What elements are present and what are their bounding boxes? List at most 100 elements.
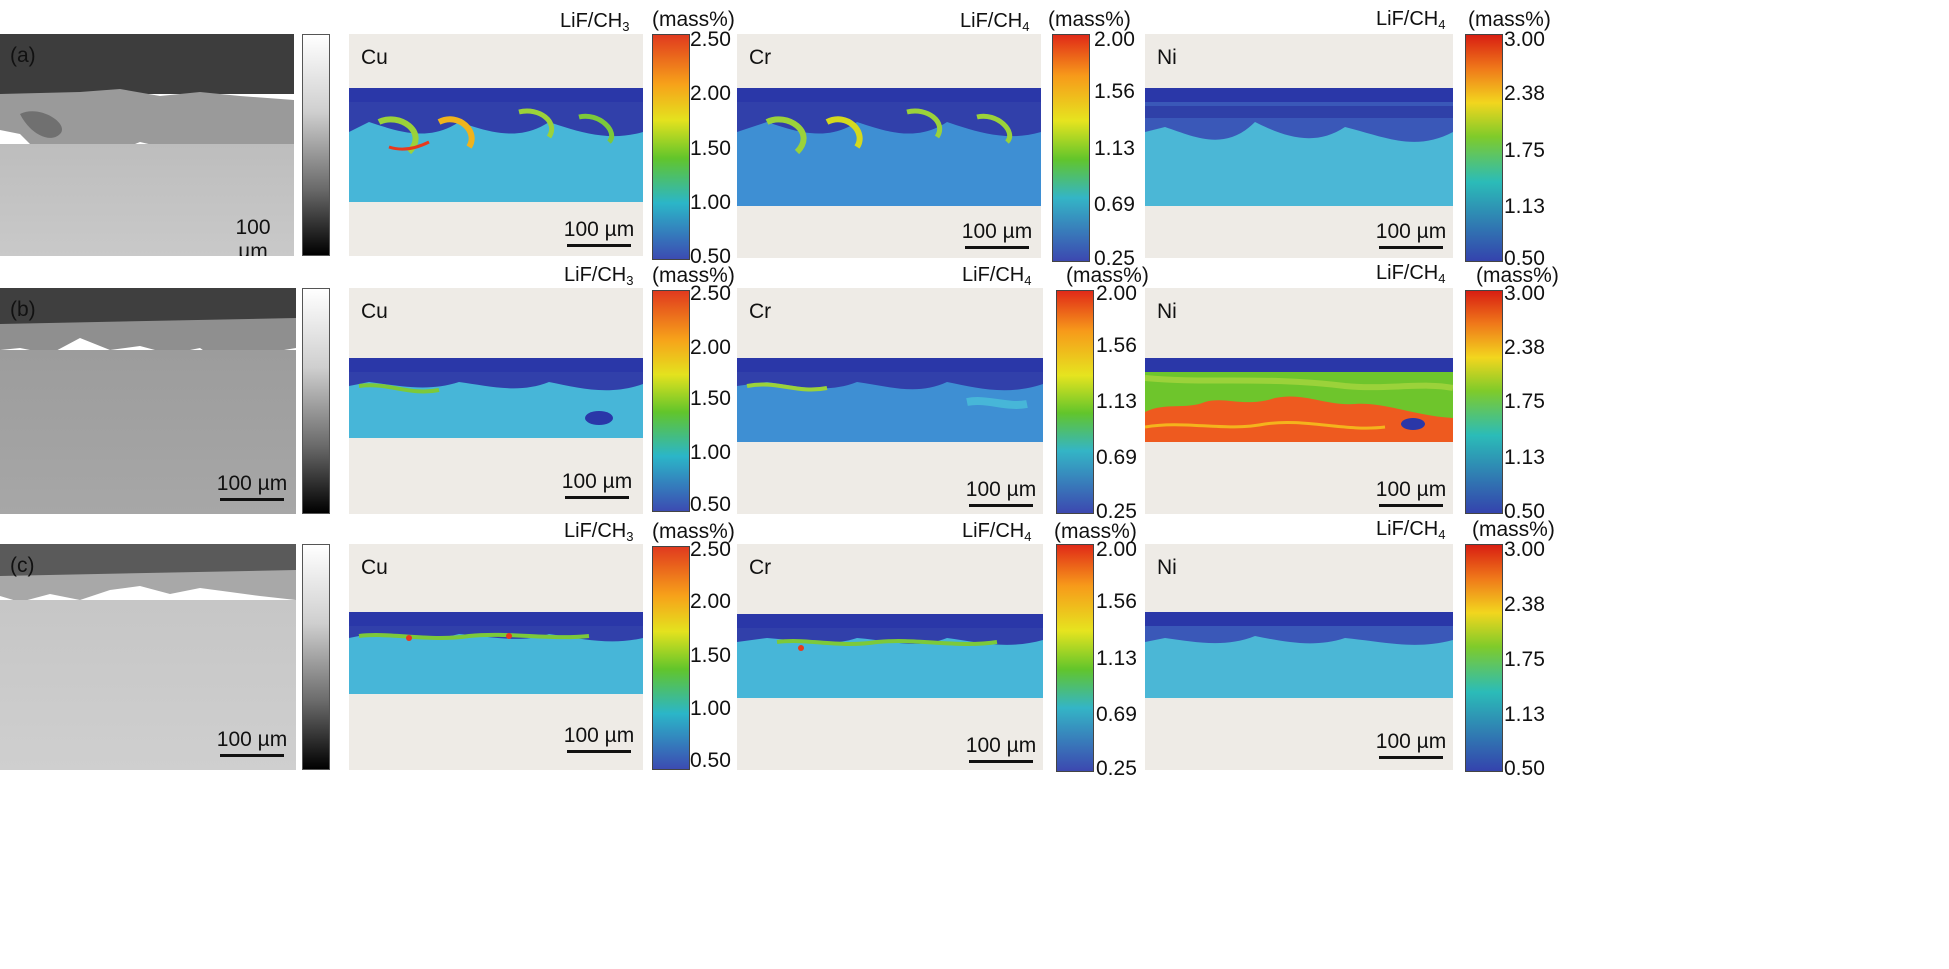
scale-tick: 0.25 bbox=[1094, 247, 1135, 270]
panel-label: (b) bbox=[10, 298, 36, 321]
crystal-label: LiF/CH3 bbox=[564, 520, 634, 544]
scale-tick: 1.13 bbox=[1094, 137, 1135, 160]
scale-tick: 1.13 bbox=[1504, 446, 1545, 469]
scale-bar: 100 µm bbox=[963, 734, 1039, 763]
color-scale-bar bbox=[652, 290, 690, 512]
scale-tick: 2.50 bbox=[690, 538, 731, 561]
scale-tick: 1.13 bbox=[1096, 647, 1137, 670]
scale-tick: 1.56 bbox=[1096, 334, 1137, 357]
element-label: Cr bbox=[749, 300, 772, 323]
color-scale-bar bbox=[1056, 290, 1094, 514]
unit-label: (mass%) bbox=[1472, 518, 1555, 541]
ni-map: Ni 100 µm bbox=[1145, 544, 1453, 770]
scale-tick: 0.50 bbox=[1504, 247, 1545, 270]
cu-map: Cu 100 µm bbox=[349, 34, 643, 256]
scale-tick: 1.56 bbox=[1094, 80, 1135, 103]
scale-tick: 0.69 bbox=[1096, 446, 1137, 469]
scale-tick: 1.50 bbox=[690, 644, 731, 667]
element-label: Ni bbox=[1157, 46, 1177, 69]
color-scale-bar bbox=[1465, 34, 1503, 262]
scale-tick: 0.25 bbox=[1096, 757, 1137, 780]
scale-tick: 2.50 bbox=[690, 28, 731, 51]
element-label: Ni bbox=[1157, 300, 1177, 323]
crystal-label: LiF/CH3 bbox=[560, 10, 630, 34]
element-label: Cr bbox=[749, 556, 772, 579]
crystal-label: LiF/CH4 bbox=[1376, 262, 1446, 286]
crystal-label: LiF/CH4 bbox=[960, 10, 1030, 34]
sem-image: 100 µm bbox=[0, 34, 294, 256]
scale-tick: 1.50 bbox=[690, 137, 731, 160]
color-scale-bar bbox=[1465, 544, 1503, 772]
crystal-label: LiF/CH3 bbox=[564, 264, 634, 288]
cu-map: Cu 100 µm bbox=[349, 544, 643, 770]
crystal-label: LiF/CH4 bbox=[1376, 8, 1446, 32]
scale-tick: 1.75 bbox=[1504, 648, 1545, 671]
crystal-label: LiF/CH4 bbox=[962, 520, 1032, 544]
grayscale-bar bbox=[302, 544, 330, 770]
element-label: Cu bbox=[361, 300, 388, 323]
color-scale-bar bbox=[652, 34, 690, 260]
sem-image: 100 µm bbox=[0, 288, 296, 514]
color-scale-bar bbox=[652, 546, 690, 770]
scale-tick: 1.13 bbox=[1504, 703, 1545, 726]
unit-label: (mass%) bbox=[652, 520, 735, 543]
scale-bar: 100 µm bbox=[561, 218, 637, 247]
element-label: Cu bbox=[361, 556, 388, 579]
color-scale-bar bbox=[1056, 544, 1094, 772]
color-scale-bar bbox=[1465, 290, 1503, 514]
scale-tick: 0.50 bbox=[690, 749, 731, 772]
scale-tick: 2.38 bbox=[1504, 593, 1545, 616]
ni-map: Ni 100 µm bbox=[1145, 34, 1453, 258]
cr-map: Cr 100 µm bbox=[737, 34, 1041, 258]
scale-tick: 1.00 bbox=[690, 191, 731, 214]
scale-tick: 0.50 bbox=[690, 245, 731, 268]
scale-bar: 100 µm bbox=[559, 470, 635, 499]
panel-label: (c) bbox=[10, 554, 35, 577]
scale-bar: 100 µm bbox=[1373, 220, 1449, 249]
scale-tick: 0.50 bbox=[1504, 757, 1545, 780]
scale-tick: 2.00 bbox=[690, 590, 731, 613]
unit-label: (mass%) bbox=[1048, 8, 1131, 31]
color-scale-bar bbox=[1052, 34, 1090, 262]
scale-bar: 100 µm bbox=[218, 216, 288, 256]
scale-tick: 2.50 bbox=[690, 282, 731, 305]
scale-tick: 2.00 bbox=[1096, 282, 1137, 305]
scale-tick: 1.13 bbox=[1096, 390, 1137, 413]
panel-label: (a) bbox=[10, 44, 36, 67]
crystal-label: LiF/CH4 bbox=[962, 264, 1032, 288]
scale-tick: 3.00 bbox=[1504, 28, 1545, 51]
scale-tick: 2.00 bbox=[1094, 28, 1135, 51]
grayscale-bar bbox=[302, 34, 330, 256]
scale-bar: 100 µm bbox=[1373, 478, 1449, 507]
crystal-label: LiF/CH4 bbox=[1376, 518, 1446, 542]
cu-map: Cu 100 µm bbox=[349, 288, 643, 514]
scale-tick: 2.38 bbox=[1504, 336, 1545, 359]
scale-tick: 3.00 bbox=[1504, 282, 1545, 305]
scale-tick: 3.00 bbox=[1504, 538, 1545, 561]
scale-tick: 0.50 bbox=[1504, 500, 1545, 523]
grayscale-bar bbox=[302, 288, 330, 514]
element-label: Cr bbox=[749, 46, 772, 69]
scale-bar: 100 µm bbox=[216, 472, 288, 501]
scale-bar: 100 µm bbox=[216, 728, 288, 757]
cr-map: Cr 100 µm bbox=[737, 288, 1043, 514]
scale-bar: 100 µm bbox=[959, 220, 1035, 249]
unit-label: (mass%) bbox=[652, 8, 735, 31]
scale-tick: 1.75 bbox=[1504, 139, 1545, 162]
scale-tick: 1.75 bbox=[1504, 390, 1545, 413]
scale-tick: 2.00 bbox=[690, 82, 731, 105]
scale-bar: 100 µm bbox=[963, 478, 1039, 507]
unit-label: (mass%) bbox=[1468, 8, 1551, 31]
scale-tick: 1.00 bbox=[690, 441, 731, 464]
scale-tick: 1.50 bbox=[690, 387, 731, 410]
ni-map: Ni 100 µm bbox=[1145, 288, 1453, 514]
unit-label: (mass%) bbox=[1054, 520, 1137, 543]
sem-image: 100 µm bbox=[0, 544, 296, 770]
unit-label: (mass%) bbox=[652, 264, 735, 287]
cr-map: Cr 100 µm bbox=[737, 544, 1043, 770]
element-label: Ni bbox=[1157, 556, 1177, 579]
element-label: Cu bbox=[361, 46, 388, 69]
scale-tick: 2.38 bbox=[1504, 82, 1545, 105]
scale-tick: 2.00 bbox=[690, 336, 731, 359]
scale-bar: 100 µm bbox=[561, 724, 637, 753]
